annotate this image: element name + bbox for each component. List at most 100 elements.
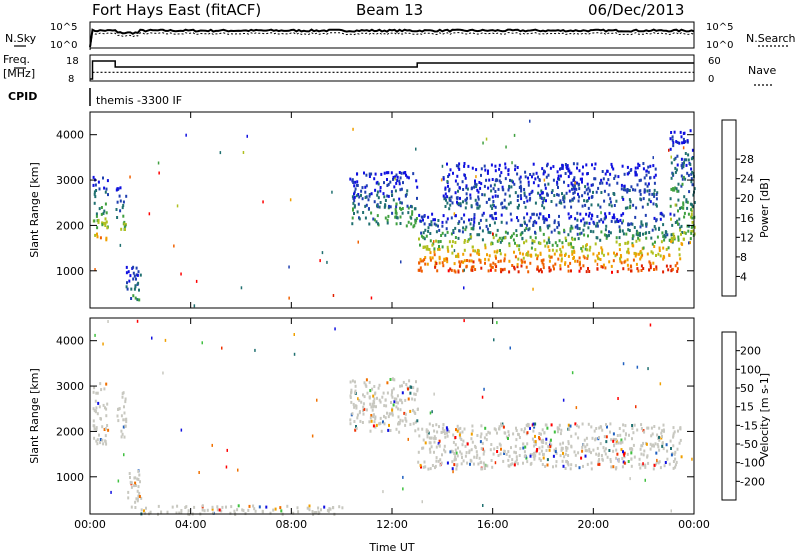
echo-pixel [547,182,550,186]
echo-pixel [606,234,609,238]
echo-pixel [521,223,523,227]
echo-pixel [433,240,435,244]
echo-pixel [637,252,640,256]
echo-pixel [640,220,643,224]
noise-tick-high: 10^5 [50,22,77,33]
echo-pixel [617,220,620,223]
echo-pixel [416,408,419,411]
echo-pixel [434,437,437,440]
echo-pixel [570,242,572,246]
echo-pixel [469,253,472,257]
echo-pixel [363,407,366,411]
colorbar-tick-label: -100 [740,457,765,470]
echo-pixel [575,424,578,428]
echo-pixel [436,269,439,273]
echo-pixel [403,411,406,415]
echo-pixel [498,167,501,171]
echo-pixel [470,459,473,463]
echo-pixel [651,192,654,196]
echo-pixel [483,467,486,470]
echo-pixel [527,180,530,184]
echo-pixel [585,221,588,225]
echo-pixel [445,227,448,231]
echo-pixel [581,249,584,253]
echo-pixel [452,231,455,234]
echo-pixel [685,158,688,162]
echo-pixel [385,171,388,175]
echo-pixel [524,170,527,174]
echo-pixel [591,214,594,218]
echo-pixel [684,177,687,181]
echo-pixel [564,452,567,456]
echo-pixel [132,265,135,269]
echo-pixel [556,244,559,248]
echo-pixel [584,445,587,449]
echo-pixel [386,218,389,222]
echo-pixel [441,453,443,457]
echo-pixel [489,268,492,272]
echo-pixel [351,216,354,220]
echo-pixel [286,504,289,508]
echo-pixel [639,225,642,229]
echo-pixel [603,233,606,237]
echo-pixel [628,229,631,232]
echo-pixel [647,367,649,371]
echo-pixel [421,500,423,504]
echo-pixel [429,450,432,454]
echo-pixel [501,236,504,240]
echo-pixel [543,220,546,224]
echo-pixel [507,464,510,468]
echo-pixel [416,387,419,391]
echo-pixel [433,392,435,396]
echo-pixel [605,423,607,427]
echo-pixel [579,260,581,264]
echo-pixel [125,265,128,269]
echo-pixel [468,449,471,453]
echo-pixel [569,261,572,265]
echo-pixel [542,263,545,267]
echo-pixel [434,466,436,470]
echo-pixel [123,222,126,226]
echo-pixel [476,453,479,457]
echo-pixel [649,261,652,265]
echo-pixel [687,153,690,157]
echo-pixel [428,248,431,251]
echo-pixel [636,365,639,369]
echo-pixel [495,217,498,220]
echo-pixel [486,253,488,257]
echo-pixel [690,177,693,181]
power-ylabel: Slant Range [km] [28,162,41,258]
echo-pixel [468,259,471,263]
echo-pixel [425,234,428,238]
echo-pixel [512,232,515,236]
echo-pixel [369,429,372,433]
echo-pixel [609,430,611,434]
echo-pixel [478,181,481,184]
echo-pixel [690,157,693,161]
echo-pixel [370,405,373,409]
echo-pixel [368,222,371,226]
echo-pixel [513,133,516,137]
echo-pixel [515,455,518,459]
echo-pixel [391,395,394,399]
echo-pixel [160,510,163,514]
echo-pixel [630,447,633,450]
echo-pixel [412,172,415,176]
echo-pixel [652,261,655,265]
echo-pixel [492,452,495,456]
echo-pixel [522,446,525,450]
power-colorbar-label: Power [dB] [758,178,771,238]
echo-pixel [538,432,541,435]
echo-pixel [443,444,446,448]
echo-pixel [533,219,536,223]
echo-pixel [201,341,203,345]
echo-pixel [540,440,543,444]
echo-pixel [548,214,550,218]
echo-pixel [649,447,652,451]
echo-pixel [653,425,656,428]
echo-pixel [420,269,423,273]
echo-pixel [105,442,108,446]
echo-pixel [494,194,497,198]
echo-pixel [517,433,520,437]
echo-pixel [635,206,638,210]
